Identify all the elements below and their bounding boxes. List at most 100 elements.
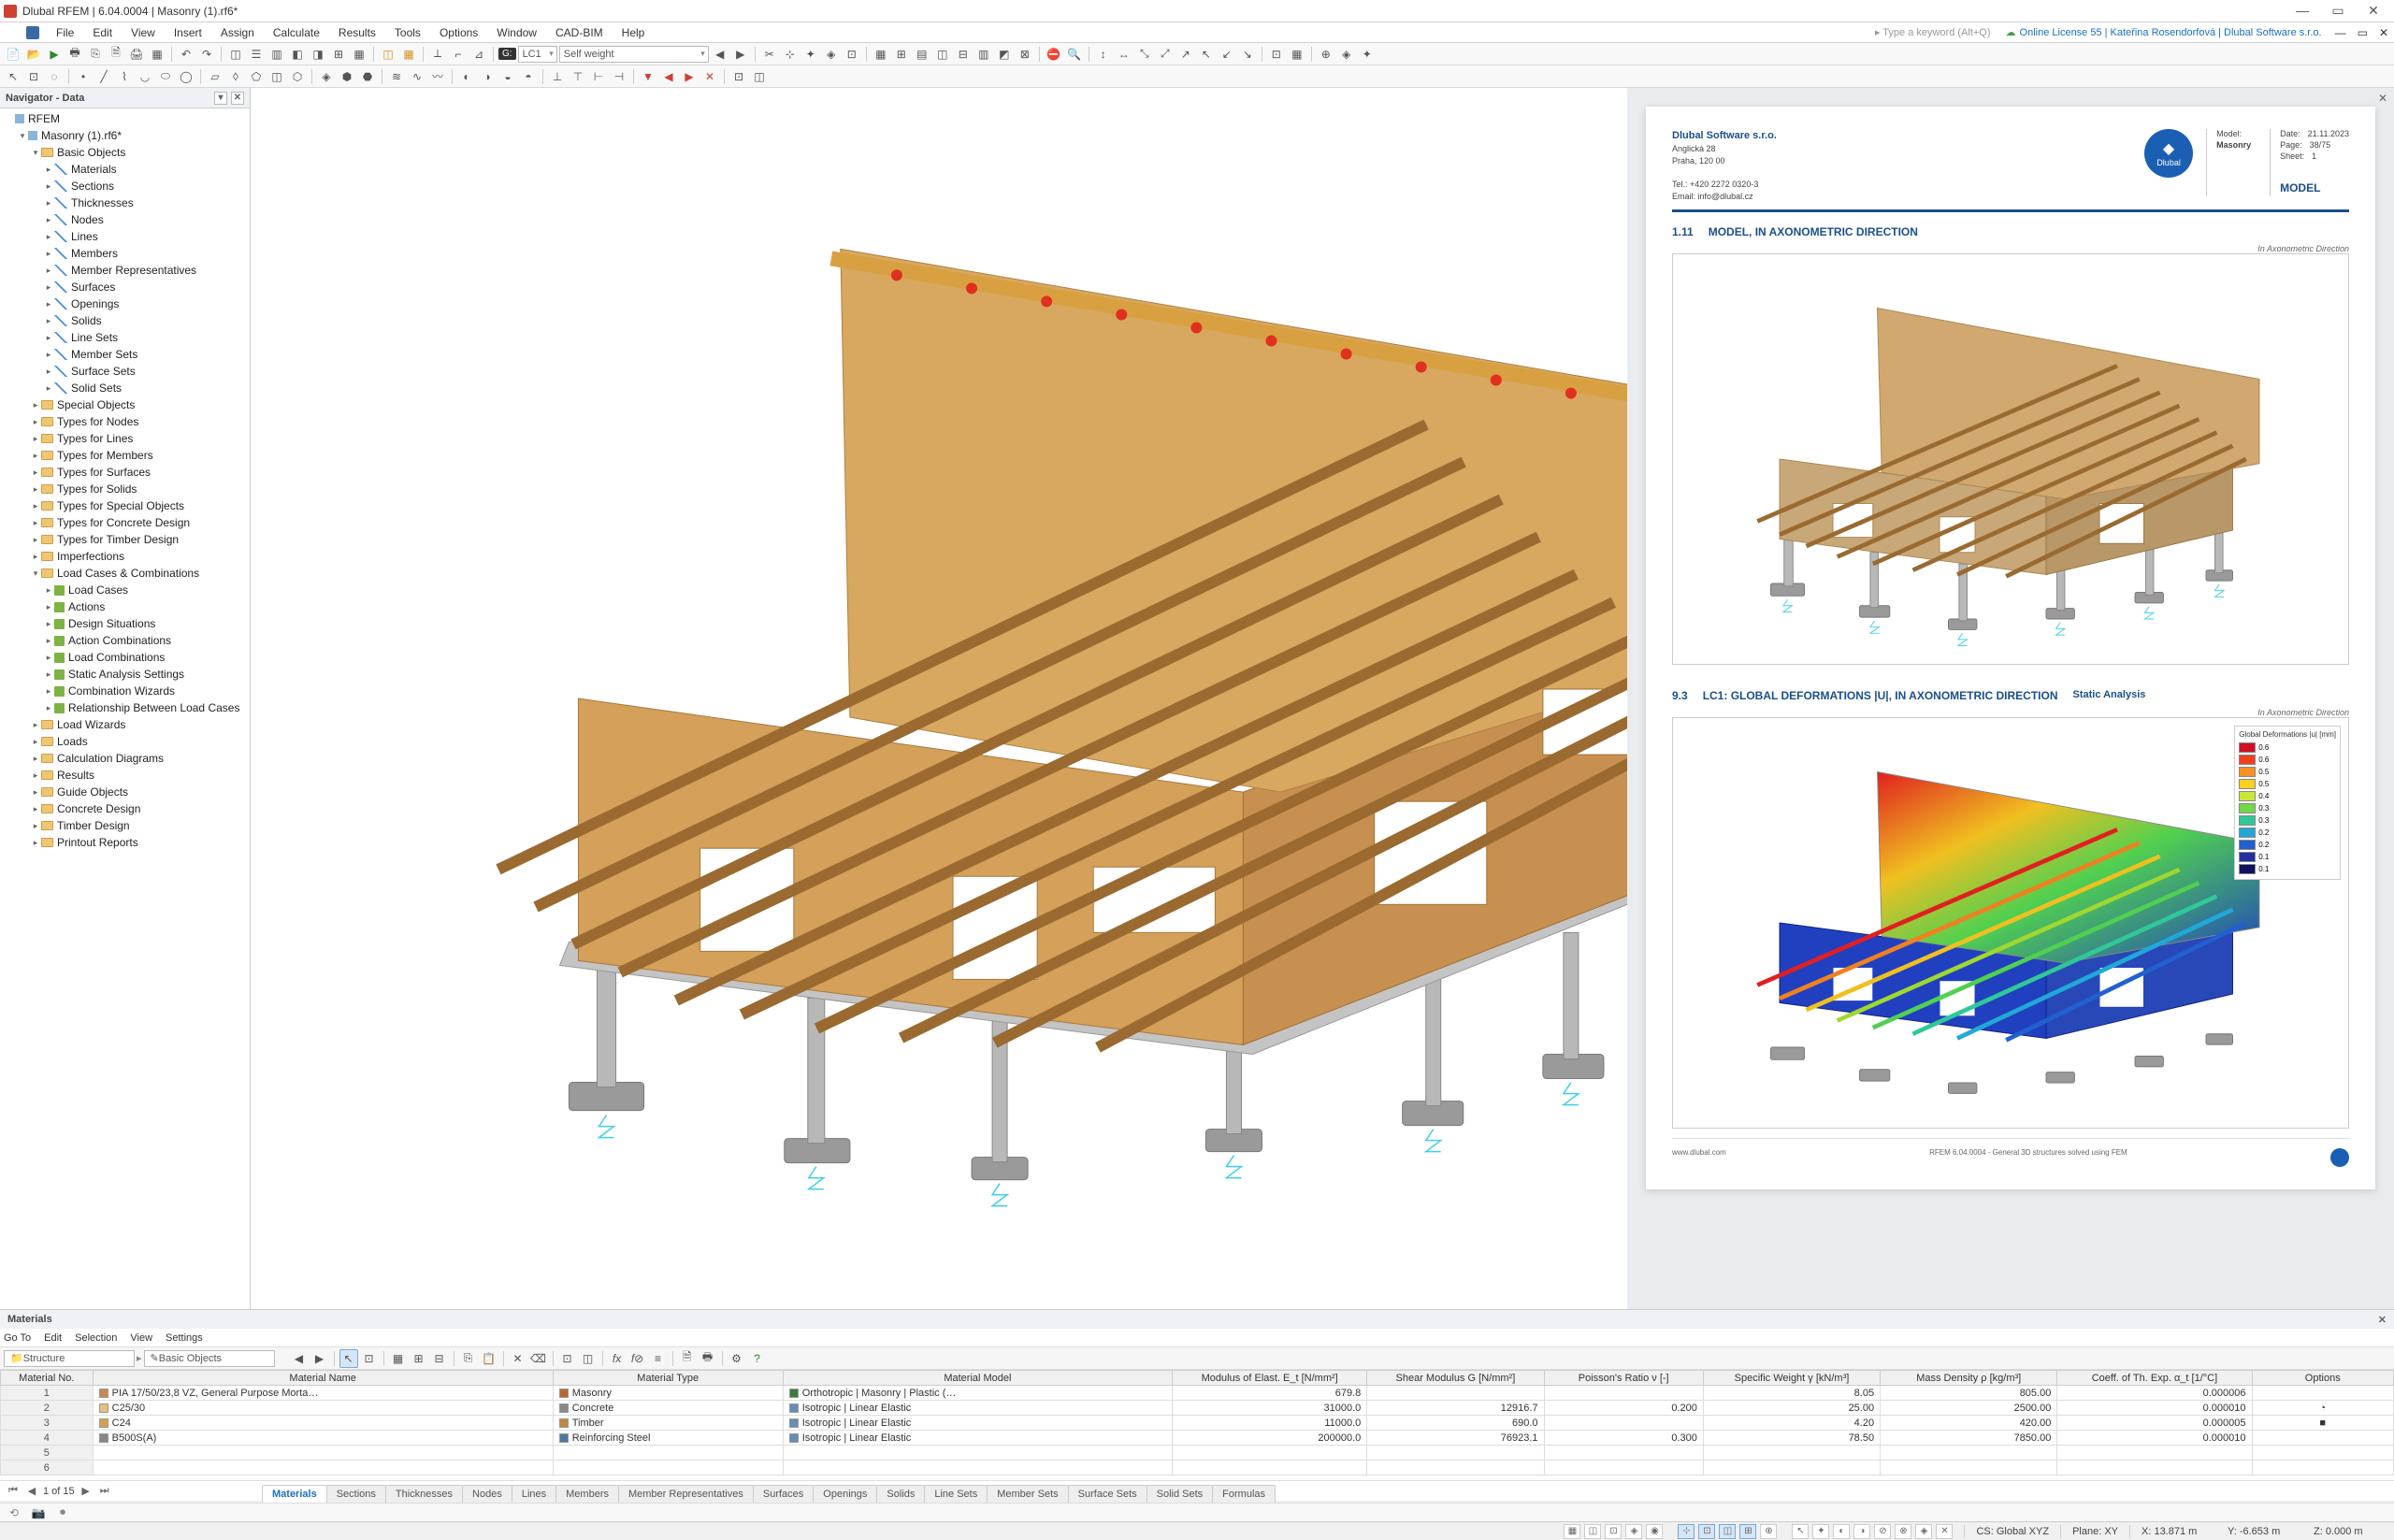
- tb2-icon[interactable]: ⊢: [589, 67, 608, 86]
- tree-load-cases[interactable]: ▸Load Cases: [0, 582, 250, 598]
- dt-icon[interactable]: ↖: [339, 1349, 358, 1368]
- tb2-icon[interactable]: ⬣: [358, 67, 377, 86]
- tree-types-for-lines[interactable]: ▸Types for Lines: [0, 430, 250, 447]
- col-header[interactable]: Shear Modulus G [N/mm²]: [1367, 1371, 1544, 1386]
- dt-icon[interactable]: ⎘: [459, 1349, 478, 1368]
- data-tab-lines[interactable]: Lines: [512, 1485, 556, 1503]
- table-row[interactable]: 4B500S(A)Reinforcing SteelIsotropic | Li…: [1, 1431, 2394, 1446]
- camera-icon[interactable]: 📷: [30, 1505, 47, 1520]
- menu-options[interactable]: Options: [430, 26, 487, 39]
- tb-icon[interactable]: ☰: [247, 45, 266, 64]
- save-icon[interactable]: ▶: [45, 45, 64, 64]
- tb2-icon[interactable]: ✕: [700, 67, 719, 86]
- dt-icon[interactable]: ⊡: [360, 1349, 379, 1368]
- tb-icon[interactable]: ◈: [822, 45, 841, 64]
- sb-icon[interactable]: ✦: [1812, 1524, 1829, 1539]
- tb2-icon[interactable]: ◡: [136, 67, 154, 86]
- tree-special-objects[interactable]: ▸Special Objects: [0, 396, 250, 413]
- tree-types-for-special-objects[interactable]: ▸Types for Special Objects: [0, 497, 250, 514]
- sb-icon[interactable]: ⊗: [1895, 1524, 1911, 1539]
- tree-thicknesses[interactable]: ▸Thicknesses: [0, 194, 250, 211]
- tb-icon[interactable]: ⊟: [954, 45, 973, 64]
- sb-icon[interactable]: ◈: [1915, 1524, 1932, 1539]
- dt-icon[interactable]: f⊘: [628, 1349, 647, 1368]
- tb2-icon[interactable]: ◈: [317, 67, 336, 86]
- col-header[interactable]: Poisson's Ratio ν [-]: [1544, 1371, 1703, 1386]
- tree-materials[interactable]: ▸Materials: [0, 161, 250, 178]
- sb-icon[interactable]: ◉: [1646, 1524, 1663, 1539]
- tb-icon[interactable]: ◀: [711, 45, 729, 64]
- copy-icon[interactable]: ⎘: [86, 45, 105, 64]
- search-hint[interactable]: ▸ Type a keyword (Alt+Q): [1811, 26, 1998, 38]
- tb2-icon[interactable]: ◑: [478, 67, 497, 86]
- anim-icon[interactable]: ⟲: [6, 1505, 22, 1520]
- dt-icon[interactable]: fx: [608, 1349, 627, 1368]
- tree-member-representatives[interactable]: ▸Member Representatives: [0, 262, 250, 279]
- data-tab-openings[interactable]: Openings: [813, 1485, 877, 1503]
- sb-icon[interactable]: ▦: [1564, 1524, 1580, 1539]
- sb-icon[interactable]: ⊡: [1605, 1524, 1622, 1539]
- tree-results[interactable]: ▸Results: [0, 767, 250, 784]
- tb-icon[interactable]: ◧: [288, 45, 307, 64]
- data-grid[interactable]: Material No.Material NameMaterial TypeMa…: [0, 1370, 2394, 1480]
- lc-select[interactable]: LC1: [518, 46, 557, 63]
- tb-icon[interactable]: ✦: [801, 45, 820, 64]
- menu-insert[interactable]: Insert: [165, 26, 211, 39]
- tb-icon[interactable]: ↖: [1197, 45, 1216, 64]
- tb2-icon[interactable]: ⬠: [247, 67, 266, 86]
- tb-icon[interactable]: ▦: [148, 45, 166, 64]
- tb2-icon[interactable]: ◓: [519, 67, 538, 86]
- data-tab-surfaces[interactable]: Surfaces: [753, 1485, 814, 1503]
- tb-icon[interactable]: ▦: [1288, 45, 1306, 64]
- tree-members[interactable]: ▸Members: [0, 245, 250, 262]
- tree-solids[interactable]: ▸Solids: [0, 312, 250, 329]
- license-info[interactable]: ☁Online License 55 | Kateřina Rosendorfo…: [1998, 26, 2329, 38]
- tree-load-wizards[interactable]: ▸Load Wizards: [0, 716, 250, 733]
- dt-icon[interactable]: ⊞: [410, 1349, 428, 1368]
- data-tab-thicknesses[interactable]: Thicknesses: [385, 1485, 463, 1503]
- tb-icon[interactable]: ✦: [1358, 45, 1377, 64]
- tb2-icon[interactable]: ▱: [206, 67, 224, 86]
- file-icon[interactable]: [26, 26, 39, 39]
- sb-snap-icon[interactable]: ⊹: [1678, 1524, 1695, 1539]
- open-icon[interactable]: 📂: [24, 45, 43, 64]
- dt-icon[interactable]: ≡: [649, 1349, 668, 1368]
- report-close-icon[interactable]: ✕: [2375, 92, 2390, 107]
- report-icon[interactable]: 🗎: [107, 45, 125, 64]
- dt-icon[interactable]: ▶: [310, 1349, 329, 1368]
- tb-icon[interactable]: ⊞: [329, 45, 348, 64]
- data-tab-line-sets[interactable]: Line Sets: [924, 1485, 988, 1503]
- menu-assign[interactable]: Assign: [211, 26, 264, 39]
- tb2-icon[interactable]: ◐: [457, 67, 476, 86]
- tb2-icon[interactable]: ⊤: [569, 67, 587, 86]
- tb-icon[interactable]: ⤢: [1156, 45, 1175, 64]
- dt-icon[interactable]: ?: [748, 1349, 767, 1368]
- tb2-icon[interactable]: ⬢: [338, 67, 356, 86]
- tb2-icon[interactable]: •: [74, 67, 93, 86]
- tb2-icon[interactable]: ≋: [387, 67, 406, 86]
- tb-icon[interactable]: ↙: [1218, 45, 1236, 64]
- sb-icon[interactable]: ⊘: [1874, 1524, 1891, 1539]
- col-header[interactable]: Coeff. of Th. Exp. α_t [1/°C]: [2057, 1371, 2252, 1386]
- dt-icon[interactable]: ⊡: [558, 1349, 577, 1368]
- table-row[interactable]: 5: [1, 1446, 2394, 1461]
- tb2-icon[interactable]: ◫: [750, 67, 769, 86]
- tb-icon[interactable]: ◫: [226, 45, 245, 64]
- menu-cad-bim[interactable]: CAD-BIM: [546, 26, 613, 39]
- tb-icon[interactable]: ⊞: [892, 45, 911, 64]
- table-row[interactable]: 1PIA 17/50/23,8 VZ, General Purpose Mort…: [1, 1386, 2394, 1401]
- tb2-icon[interactable]: ∿: [408, 67, 426, 86]
- col-header[interactable]: Options: [2252, 1371, 2393, 1386]
- tb-icon[interactable]: ↕: [1094, 45, 1113, 64]
- tb2-icon[interactable]: ⊡: [729, 67, 748, 86]
- dt-icon[interactable]: 🖶: [699, 1349, 717, 1368]
- tb-icon[interactable]: ⊠: [1016, 45, 1034, 64]
- menu-calculate[interactable]: Calculate: [264, 26, 329, 39]
- tb2-icon[interactable]: ⬡: [288, 67, 307, 86]
- sb-icon[interactable]: ◈: [1625, 1524, 1642, 1539]
- tree-types-for-surfaces[interactable]: ▸Types for Surfaces: [0, 464, 250, 481]
- tb-icon[interactable]: ▥: [267, 45, 286, 64]
- crumb-structure[interactable]: 📁 Structure: [4, 1350, 135, 1367]
- menu-view[interactable]: View: [122, 26, 165, 39]
- table-row[interactable]: 3C24TimberIsotropic | Linear Elastic1100…: [1, 1416, 2394, 1431]
